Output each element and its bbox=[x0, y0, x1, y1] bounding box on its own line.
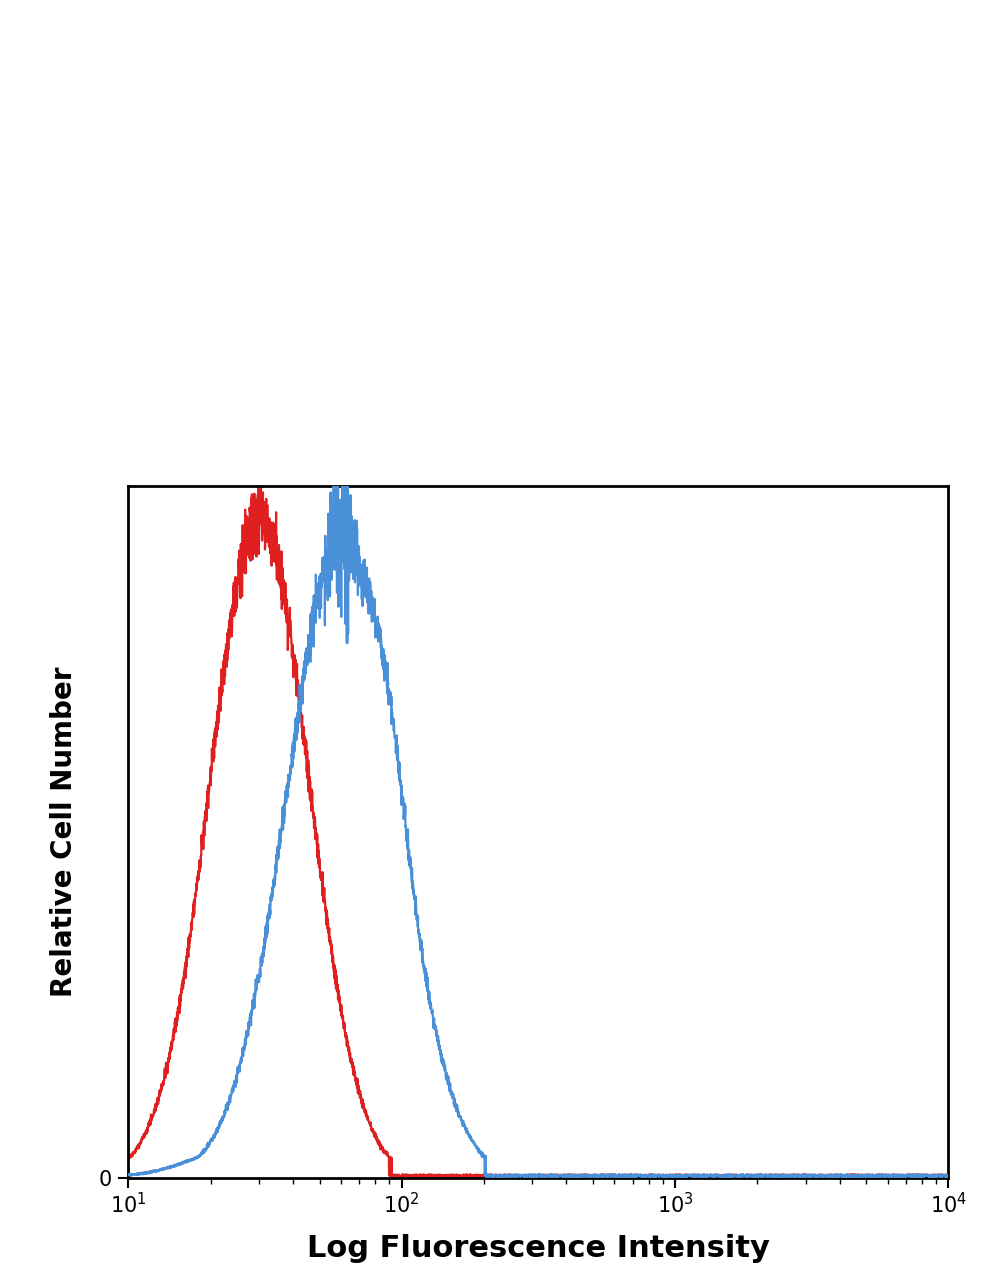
Y-axis label: Relative Cell Number: Relative Cell Number bbox=[49, 667, 78, 997]
X-axis label: Log Fluorescence Intensity: Log Fluorescence Intensity bbox=[307, 1234, 770, 1263]
